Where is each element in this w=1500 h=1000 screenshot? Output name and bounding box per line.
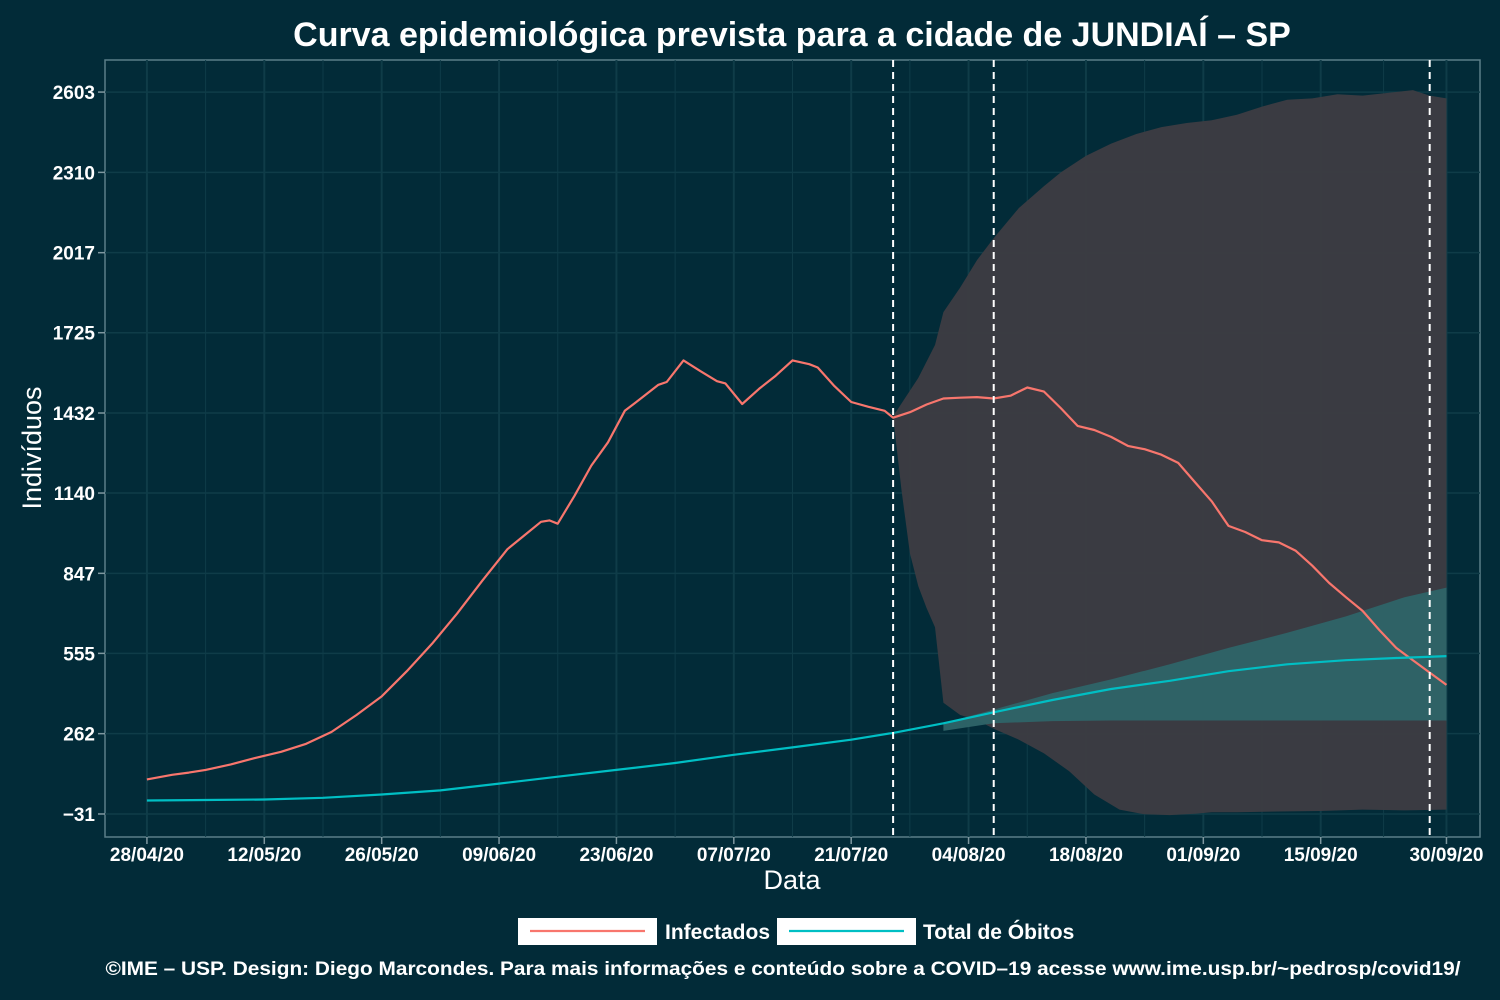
y-axis-ticks: 2603 2310 2017 1725 1432 1140 847 555 262 −31 [53,83,105,826]
x-tick-label: 30/09/20 [1409,845,1483,866]
x-tick-label: 23/06/20 [579,845,653,866]
y-tick-label: 1725 [53,324,96,345]
y-axis-title: Indivíduos [17,386,47,509]
x-tick-label: 28/04/20 [110,845,184,866]
x-tick-label: 15/09/20 [1284,845,1358,866]
x-tick-label: 01/09/20 [1166,845,1240,866]
y-tick-label: 1140 [54,484,95,505]
x-tick-label: 07/07/20 [697,845,771,866]
confidence-bands [893,90,1447,816]
series-line-obitos [146,655,1447,802]
legend-label-obitos: Total de Óbitos [923,920,1074,944]
y-tick-label: 555 [63,644,95,665]
y-tick-label: 2017 [53,244,95,265]
x-axis-ticks: 28/04/20 12/05/20 26/05/20 09/06/20 23/06/20… [110,837,1483,866]
y-tick-label: 2310 [53,163,95,184]
footer-credits: ©IME – USP. Design: Diego Marcondes. Par… [106,959,1462,980]
chart-title: Curva epidemiológica prevista para a cid… [293,16,1291,54]
x-tick-label: 26/05/20 [345,845,419,866]
x-tick-label: 21/07/20 [814,845,888,866]
y-tick-label: 2603 [53,83,95,104]
y-tick-label: 1432 [53,404,95,425]
legend-label-infectados: Infectados [665,921,770,944]
series-line-infectados [146,359,1448,781]
x-tick-label: 18/08/20 [1049,845,1123,866]
x-tick-label: 04/08/20 [932,845,1006,866]
x-tick-label: 12/05/20 [227,845,301,866]
x-axis-title: Data [763,865,821,895]
y-tick-label: 847 [63,564,95,585]
y-tick-label: −31 [63,805,96,826]
x-tick-label: 09/06/20 [462,845,536,866]
reference-lines [892,60,1431,837]
confidence-band-obitos [943,587,1447,731]
legend: Infectados Total de Óbitos [518,918,1074,945]
y-tick-label: 262 [63,725,95,746]
series-lines [146,359,1448,802]
